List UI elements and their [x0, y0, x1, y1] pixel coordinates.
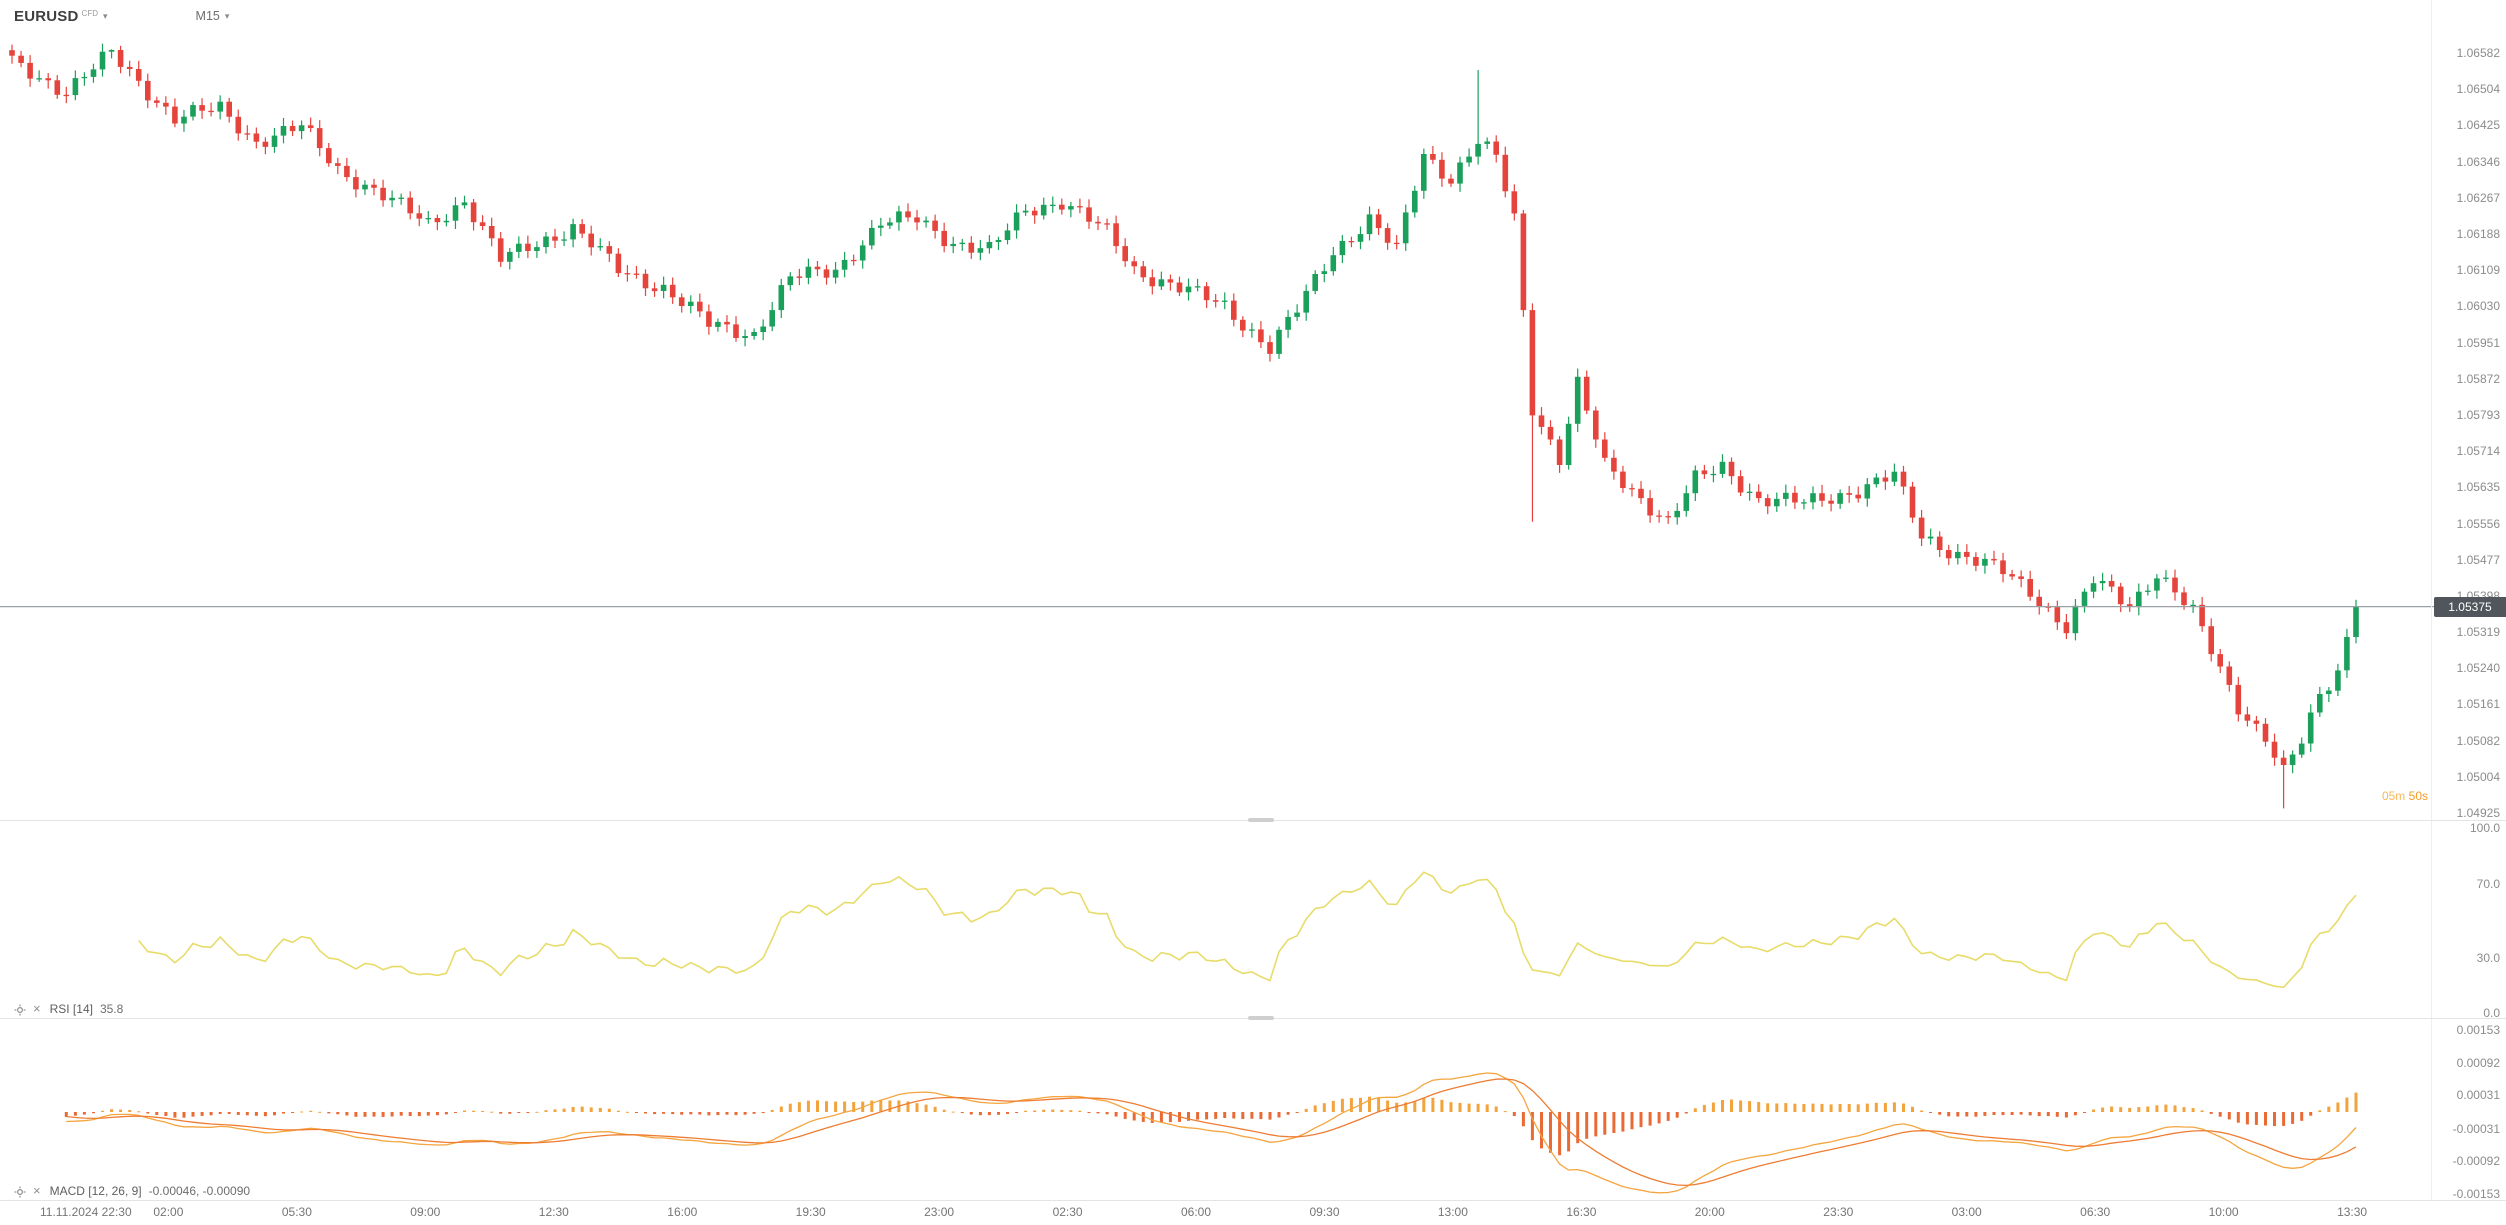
- macd-tick: 0.00092: [2456, 1055, 2500, 1070]
- time-tick: 03:00: [1951, 1205, 1982, 1219]
- candlestick-series: [9, 43, 2359, 809]
- macd-tick: -0.00092: [2452, 1154, 2500, 1169]
- macd-series: [64, 1072, 2358, 1194]
- time-tick: 16:00: [667, 1205, 698, 1219]
- chevron-down-icon: ▾: [103, 11, 108, 21]
- timeframe-selector[interactable]: M15 ▾: [196, 8, 230, 23]
- panel-separator-time-axis: [0, 1200, 2506, 1201]
- time-tick: 13:00: [1437, 1205, 1468, 1219]
- rsi-indicator-row: × RSI [14] 35.8: [14, 1002, 123, 1016]
- price-tick: 1.05951: [2456, 335, 2500, 350]
- instrument-type-label: CFD: [81, 9, 98, 18]
- price-tick: 1.05082: [2456, 733, 2500, 748]
- rsi-tick: 30.0: [2476, 950, 2500, 965]
- price-tick: 1.05161: [2456, 697, 2500, 712]
- rsi-axis[interactable]: 100.0 70.0 30.0 0.0: [2432, 0, 2506, 1225]
- time-tick: 02:30: [1052, 1205, 1083, 1219]
- macd-tick: 0.00031: [2456, 1088, 2500, 1103]
- time-axis[interactable]: 11.11.2024 22:30 02:00 05:30 09:00 12:30 16:0…: [0, 1205, 2506, 1225]
- price-tick: 1.06582: [2456, 46, 2500, 60]
- rsi-label: RSI [14]: [49, 1002, 93, 1016]
- axis-divider: [2431, 0, 2432, 1200]
- panel-resize-handle[interactable]: [1248, 818, 1274, 822]
- chevron-down-icon: ▾: [224, 11, 230, 21]
- time-tick: 16:30: [1566, 1205, 1597, 1219]
- time-tick: 06:00: [1180, 1205, 1212, 1219]
- time-tick: 23:30: [1823, 1205, 1854, 1219]
- macd-tick: 0.00153: [2456, 1023, 2500, 1037]
- price-tick: 1.05714: [2456, 444, 2500, 459]
- panel-separator-rsi-macd: [0, 1016, 2506, 1020]
- rsi-value: 35.8: [99, 1002, 124, 1016]
- candle-countdown: 05m 50s: [2382, 789, 2428, 803]
- price-tick: 1.05240: [2456, 661, 2500, 676]
- macd-indicator-row: × MACD [12, 26, 9] -0.00046, -0.00090: [14, 1184, 250, 1198]
- countdown-minutes: 05m: [2381, 789, 2406, 803]
- price-tick: 1.06109: [2456, 263, 2500, 278]
- price-tick: 1.06425: [2456, 118, 2500, 133]
- price-tick: 1.05477: [2456, 552, 2500, 567]
- rsi-tick: 0.0: [2483, 1006, 2500, 1020]
- macd-tick: -0.00031: [2452, 1121, 2500, 1136]
- current-price-value: 1.05375: [2448, 600, 2492, 614]
- price-tick: 1.06504: [2456, 82, 2500, 97]
- price-tick: 1.05635: [2456, 480, 2500, 495]
- rsi-remove-icon[interactable]: ×: [33, 1001, 41, 1016]
- time-tick: 23:00: [924, 1205, 955, 1219]
- countdown-seconds: 50s: [2408, 789, 2428, 803]
- price-tick: 1.06188: [2456, 227, 2500, 241]
- price-tick: 1.06030: [2456, 299, 2500, 314]
- time-tick: 19:30: [795, 1205, 826, 1219]
- time-tick: 11.11.2024 22:30: [40, 1205, 132, 1219]
- current-price-badge: 1.05375: [2434, 597, 2506, 617]
- price-axis[interactable]: 1.06582 1.06504 1.06425 1.06346 1.06267 1.061…: [2432, 0, 2506, 1225]
- macd-settings-icon[interactable]: [14, 1185, 26, 1198]
- rsi-tick: 70.0: [2476, 876, 2500, 891]
- time-tick: 05:30: [281, 1205, 312, 1219]
- price-tick: 1.05793: [2456, 407, 2500, 422]
- time-tick: 06:30: [2080, 1205, 2111, 1219]
- price-tick: 1.05004: [2456, 769, 2500, 784]
- price-tick: 1.04925: [2456, 806, 2500, 820]
- macd-axis[interactable]: 0.00153 0.00092 0.00031 -0.00031 -0.00092 -0.…: [2432, 0, 2506, 1225]
- time-tick: 20:00: [1694, 1205, 1725, 1219]
- time-tick: 09:00: [410, 1205, 441, 1219]
- time-tick: 10:00: [2208, 1205, 2239, 1219]
- price-tick: 1.06346: [2456, 154, 2500, 169]
- time-tick: 02:00: [153, 1205, 184, 1219]
- macd-label: MACD [12, 26, 9]: [49, 1184, 142, 1198]
- price-tick: 1.05556: [2456, 516, 2500, 531]
- macd-value: -0.00046, -0.00090: [148, 1184, 251, 1198]
- instrument-header: EURUSD CFD ▾ M15 ▾: [14, 8, 229, 25]
- symbol-label: EURUSD: [14, 8, 79, 25]
- time-tick: 09:30: [1309, 1205, 1340, 1219]
- time-tick: 12:30: [538, 1205, 569, 1219]
- price-tick: 1.06267: [2456, 190, 2500, 205]
- macd-remove-icon[interactable]: ×: [33, 1183, 41, 1198]
- panel-separator-main-rsi: [0, 818, 2506, 822]
- panel-resize-handle[interactable]: [1248, 1016, 1274, 1020]
- rsi-settings-icon[interactable]: [14, 1003, 26, 1016]
- time-tick: 13:30: [2337, 1205, 2368, 1219]
- macd-tick: -0.00153: [2452, 1187, 2500, 1201]
- price-tick: 1.05872: [2456, 371, 2500, 386]
- symbol-selector[interactable]: EURUSD CFD ▾: [14, 8, 108, 25]
- rsi-series: [138, 871, 2357, 989]
- price-tick: 1.05319: [2456, 625, 2500, 639]
- timeframe-label: M15: [195, 9, 220, 23]
- rsi-tick: 100.0: [2469, 821, 2500, 835]
